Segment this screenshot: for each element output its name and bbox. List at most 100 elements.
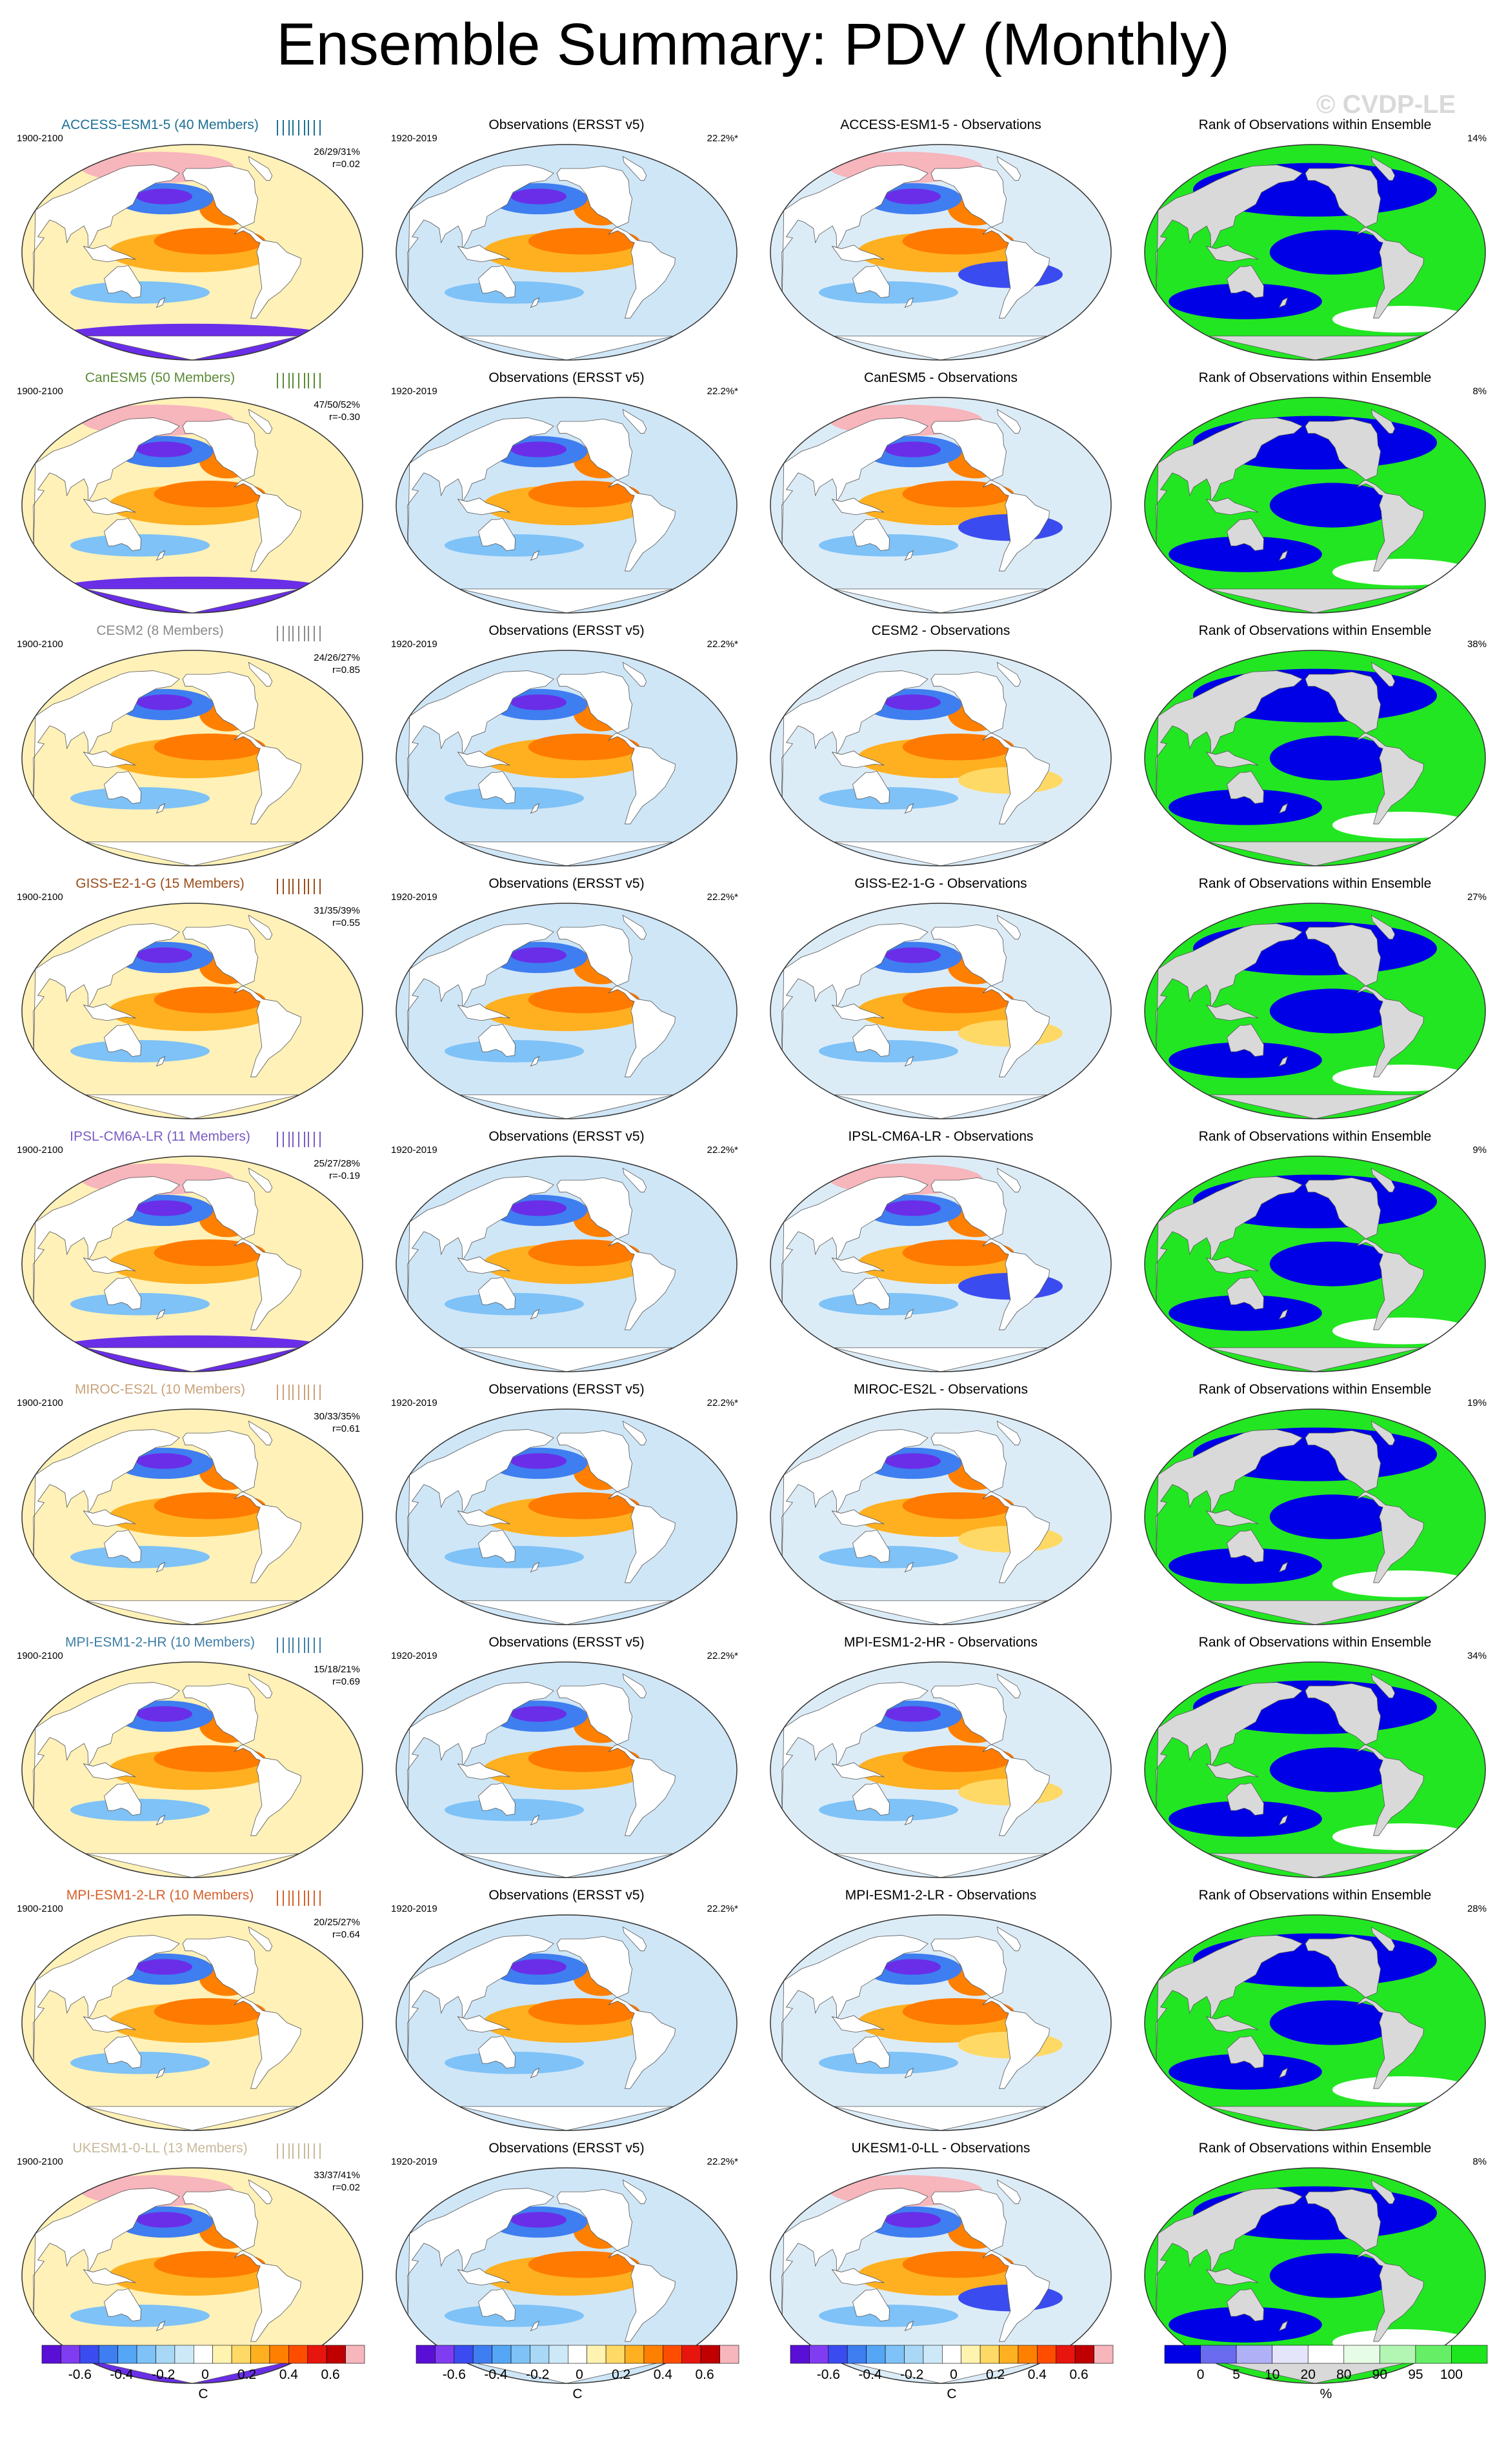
- landmass: [459, 336, 674, 360]
- map-outline: [1144, 1661, 1486, 1878]
- cold-north-pacific-core: [510, 2212, 567, 2228]
- landmass: [930, 165, 1050, 319]
- landmass: [1227, 1276, 1264, 1310]
- rank-low-region: [1269, 230, 1396, 275]
- cold-north-pacific-core: [510, 188, 567, 205]
- landmass: [85, 336, 300, 360]
- colorbar-swatch: [663, 2345, 683, 2364]
- colorbar-swatch: [700, 2345, 720, 2364]
- landmass: [622, 1420, 647, 1446]
- rank-low-region: [1169, 2307, 1322, 2343]
- colorbar-swatch: [193, 2345, 214, 2364]
- landmass: [156, 1814, 166, 1826]
- landmass: [852, 2035, 890, 2068]
- obs-variance: 22.2%*: [707, 2156, 738, 2167]
- rank-title: Rank of Observations within Ensemble: [1198, 623, 1432, 638]
- landmass: [1278, 550, 1289, 561]
- map-outline: [1144, 2167, 1486, 2384]
- diff-map: [770, 144, 1112, 361]
- diff-map: [770, 1661, 1112, 1878]
- landmass: [104, 2035, 141, 2068]
- landmass: [852, 1529, 890, 1563]
- landmass: [156, 1056, 166, 1067]
- landmass: [831, 2015, 885, 2033]
- landmass: [478, 2035, 516, 2068]
- map-outline: [1144, 903, 1486, 1119]
- colorbar-swatch: [809, 2345, 829, 2364]
- colorbar-swatch: [643, 2345, 663, 2364]
- model-map: [21, 1914, 363, 2131]
- landmass: [1370, 1673, 1396, 1699]
- period-label: 1900-2100: [17, 1903, 63, 1914]
- colorbar-swatch: [1451, 2345, 1488, 2364]
- page-title: Ensemble Summary: PDV (Monthly): [276, 12, 1230, 77]
- landmass: [83, 497, 136, 516]
- landmass: [407, 2188, 554, 2316]
- landmass: [904, 1561, 914, 1573]
- rank-mid-region: [1332, 812, 1472, 839]
- colorbar-swatch: [98, 2345, 118, 2364]
- obs-panel: Observations (ERSST v5) 1920-2019 22.2%*: [386, 1382, 747, 1634]
- model-panel: GISS-E2-1-G (15 Members) 1900-2100 31/35/3…: [12, 876, 373, 1128]
- landmass: [622, 661, 647, 687]
- colorbar-tick-label: 90: [1372, 2367, 1388, 2382]
- landmass: [1205, 245, 1259, 263]
- colorbar-swatches: [790, 2345, 1114, 2364]
- cold-north-pacific-core: [885, 441, 941, 457]
- landmass: [248, 914, 273, 940]
- landmass: [1278, 1308, 1289, 1320]
- landmass: [833, 1853, 1049, 1878]
- colorbar-swatch: [156, 2345, 176, 2364]
- landmass: [1227, 1782, 1264, 1816]
- landmass: [1205, 750, 1259, 768]
- landmass: [833, 588, 1049, 613]
- colorbar-tick-label: 0.4: [653, 2367, 672, 2382]
- colorbar-swatch: [212, 2345, 232, 2364]
- model-map: [21, 650, 363, 866]
- rank-percent: 34%: [1467, 1650, 1487, 1661]
- colorbar-swatch: [605, 2345, 625, 2364]
- landmass: [478, 1276, 516, 1310]
- rank-low-region: [1169, 1548, 1322, 1584]
- landmass: [1205, 1256, 1259, 1274]
- colorbar-swatch: [288, 2345, 308, 2364]
- map-outline: [396, 397, 738, 614]
- landmass: [83, 2015, 136, 2033]
- model-stats: 24/26/27% r=0.85: [314, 652, 360, 676]
- model-map: [21, 1408, 363, 1625]
- colorbar-unit: C: [198, 2387, 208, 2401]
- landmass: [1156, 1429, 1303, 1557]
- rank-percent: 8%: [1472, 2156, 1487, 2167]
- landmass: [781, 2188, 929, 2316]
- landmass: [478, 2288, 516, 2321]
- rank-low-region: [1169, 536, 1322, 572]
- landmass: [457, 497, 510, 516]
- cold-north-pacific-core: [510, 947, 567, 963]
- landmass: [407, 417, 554, 545]
- landmass: [459, 2106, 674, 2130]
- landmass: [459, 1094, 674, 1119]
- cold-north-pacific-core: [510, 694, 567, 710]
- map-outline: [770, 1661, 1112, 1878]
- landmass: [852, 770, 890, 804]
- landmass: [1156, 923, 1303, 1051]
- colorbar-tick-label: 95: [1408, 2367, 1423, 2382]
- landmass: [407, 923, 554, 1051]
- landmass: [781, 417, 929, 545]
- landmass: [1207, 336, 1423, 360]
- map-outline: [21, 650, 363, 866]
- landmass: [852, 1782, 890, 1816]
- colorbar-swatch: [231, 2345, 251, 2364]
- landmass: [996, 155, 1021, 181]
- warm-tropical-core: [902, 733, 1014, 761]
- diff-panel: ACCESS-ESM1-5 - Observations: [760, 117, 1121, 369]
- landmass: [556, 1683, 676, 1836]
- colorbar-difference: -0.6 -0.4 -0.2 0 0.2 0.4 0.6 C: [778, 2344, 1126, 2421]
- pattern-correlation: r=0.55: [332, 917, 360, 928]
- colorbar-swatch: [999, 2345, 1019, 2364]
- landmass: [182, 1936, 301, 2089]
- warm-tropical-core: [528, 1492, 640, 1519]
- landmass: [457, 1509, 510, 1527]
- rank-title: Rank of Observations within Ensemble: [1198, 2141, 1432, 2156]
- period-label: 1900-2100: [17, 386, 63, 397]
